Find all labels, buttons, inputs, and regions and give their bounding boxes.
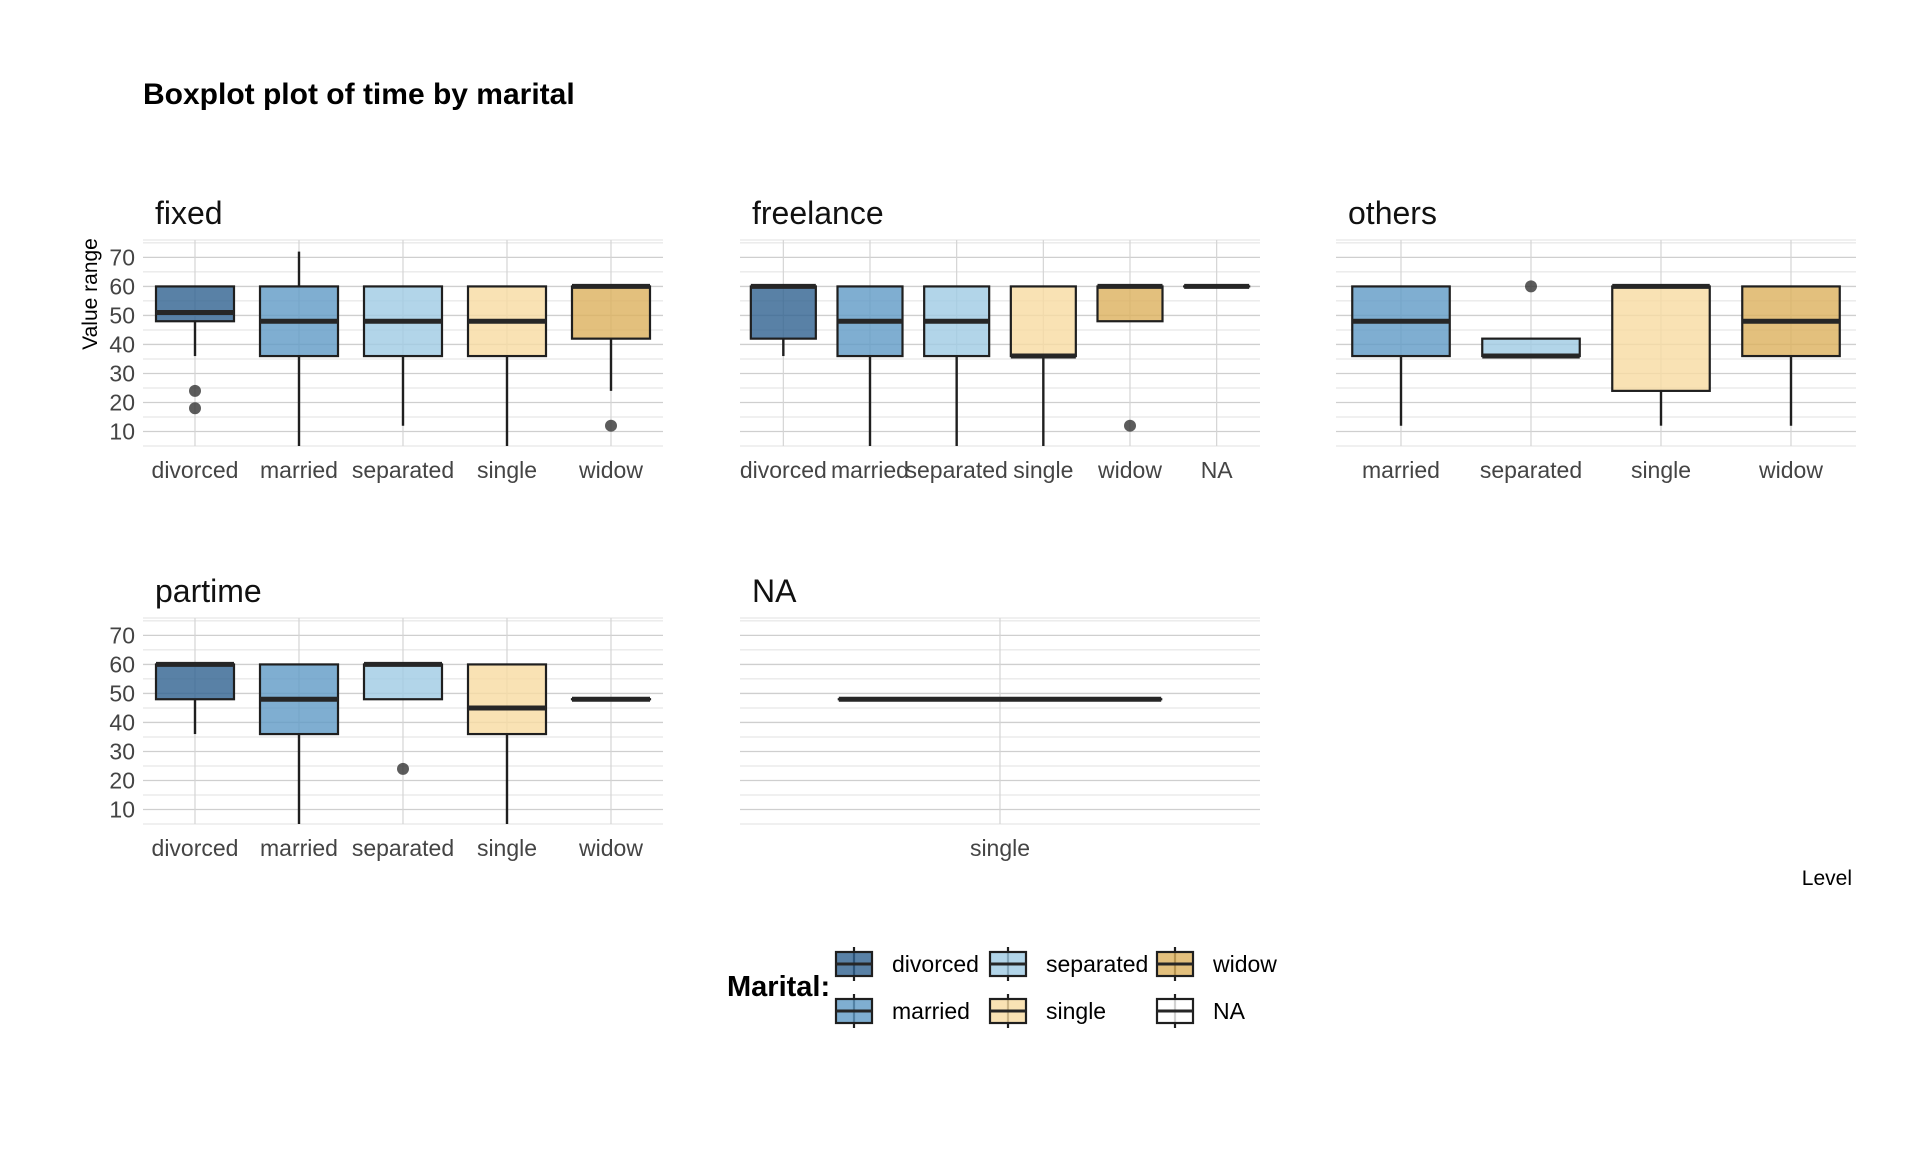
y-tick-label: 60 [109,273,135,299]
y-axis-label: Value range [79,238,102,350]
y-tick-label: 10 [109,796,135,822]
x-tick-label: widow [578,835,643,861]
box-separated [1481,280,1581,359]
box-separated [362,661,444,775]
panel-title: fixed [155,195,223,231]
y-tick-label: 60 [109,651,135,677]
x-tick-label: single [477,457,537,483]
panel-fixed: fixed 10 20 30 40 50 60 70 divorced married separa… [109,195,663,483]
legend-title: Marital: [727,971,830,1003]
box-single [1611,283,1711,426]
x-tick-label: married [1362,457,1440,483]
outlier-point [1525,280,1537,293]
legend-label: NA [1213,998,1246,1024]
box-widow [1096,283,1164,432]
y-tick-label: 50 [109,680,135,706]
box-body [749,285,817,340]
y-tick-label: 50 [109,302,135,328]
panel-title: freelance [752,195,884,231]
box-body [154,285,236,323]
x-tick-label: separated [1480,457,1582,483]
legend: Marital: divorced married separated single w… [727,947,1277,1028]
panel-na: NA single [740,573,1260,861]
x-tick-label: divorced [152,457,239,483]
x-axis-label: Level [1802,867,1852,890]
outlier-point [605,419,617,432]
y-tick-label: 70 [109,622,135,648]
outlier-point [189,384,201,397]
legend-item-na: NA [1155,994,1246,1028]
x-tick-label: widow [578,457,643,483]
box-married [836,285,904,446]
box-body [1009,285,1077,358]
x-tick-label: single [1013,457,1073,483]
panel-title: NA [752,573,797,609]
legend-item-divorced: divorced [834,947,979,981]
x-tick-label: divorced [152,835,239,861]
x-tick-label: divorced [740,457,827,483]
panel-title: partime [155,573,262,609]
box-divorced [749,283,817,357]
box-married [258,663,340,824]
legend-label: single [1046,998,1106,1024]
box-divorced [154,661,236,735]
box-married [1351,285,1451,426]
y-tick-label: 30 [109,738,135,764]
box-separated [362,285,444,426]
legend-label: divorced [892,951,979,977]
x-tick-label: separated [352,457,454,483]
y-tick-label: 20 [109,767,135,793]
legend-item-separated: separated [988,947,1148,981]
y-tick-label: 40 [109,709,135,735]
box-body [1481,337,1581,358]
outlier-point [1124,419,1136,432]
x-tick-label: married [831,457,909,483]
x-tick-label: NA [1201,457,1234,483]
box-body [570,285,652,340]
outlier-point [189,402,201,415]
panel-partime: partime 10 20 30 40 50 60 70 divorced married sepa… [109,573,663,861]
y-tick-label: 70 [109,244,135,270]
box-widow [570,283,652,432]
box-married [258,251,340,446]
legend-item-single: single [988,994,1106,1028]
x-tick-label: widow [1097,457,1162,483]
box-widow [1741,285,1841,426]
box-body [1096,285,1164,323]
legend-item-widow: widow [1155,947,1277,981]
box-single [466,285,548,446]
outlier-point [397,762,409,775]
x-tick-label: single [970,835,1030,861]
chart-title: Boxplot plot of time by marital [143,78,575,111]
x-tick-label: separated [352,835,454,861]
x-tick-label: single [477,835,537,861]
y-tick-label: 10 [109,418,135,444]
panel-title: others [1348,195,1437,231]
panel-others: others married separated single widow [1336,195,1856,483]
box-separated [923,285,991,446]
y-tick-label: 20 [109,389,135,415]
x-tick-label: married [260,835,338,861]
box-body [362,663,444,701]
x-tick-label: separated [906,457,1008,483]
x-tick-label: married [260,457,338,483]
box-body [1611,285,1711,392]
box-body [154,663,236,701]
y-tick-label: 30 [109,360,135,386]
box-body [466,663,548,736]
box-single [1009,285,1077,446]
x-tick-label: single [1631,457,1691,483]
legend-label: separated [1046,951,1148,977]
box-divorced [154,285,236,415]
box-single [466,663,548,824]
legend-label: married [892,998,970,1024]
y-tick-label: 40 [109,331,135,357]
legend-item-married: married [834,994,970,1028]
x-tick-label: widow [1758,457,1823,483]
legend-label: widow [1212,951,1277,977]
